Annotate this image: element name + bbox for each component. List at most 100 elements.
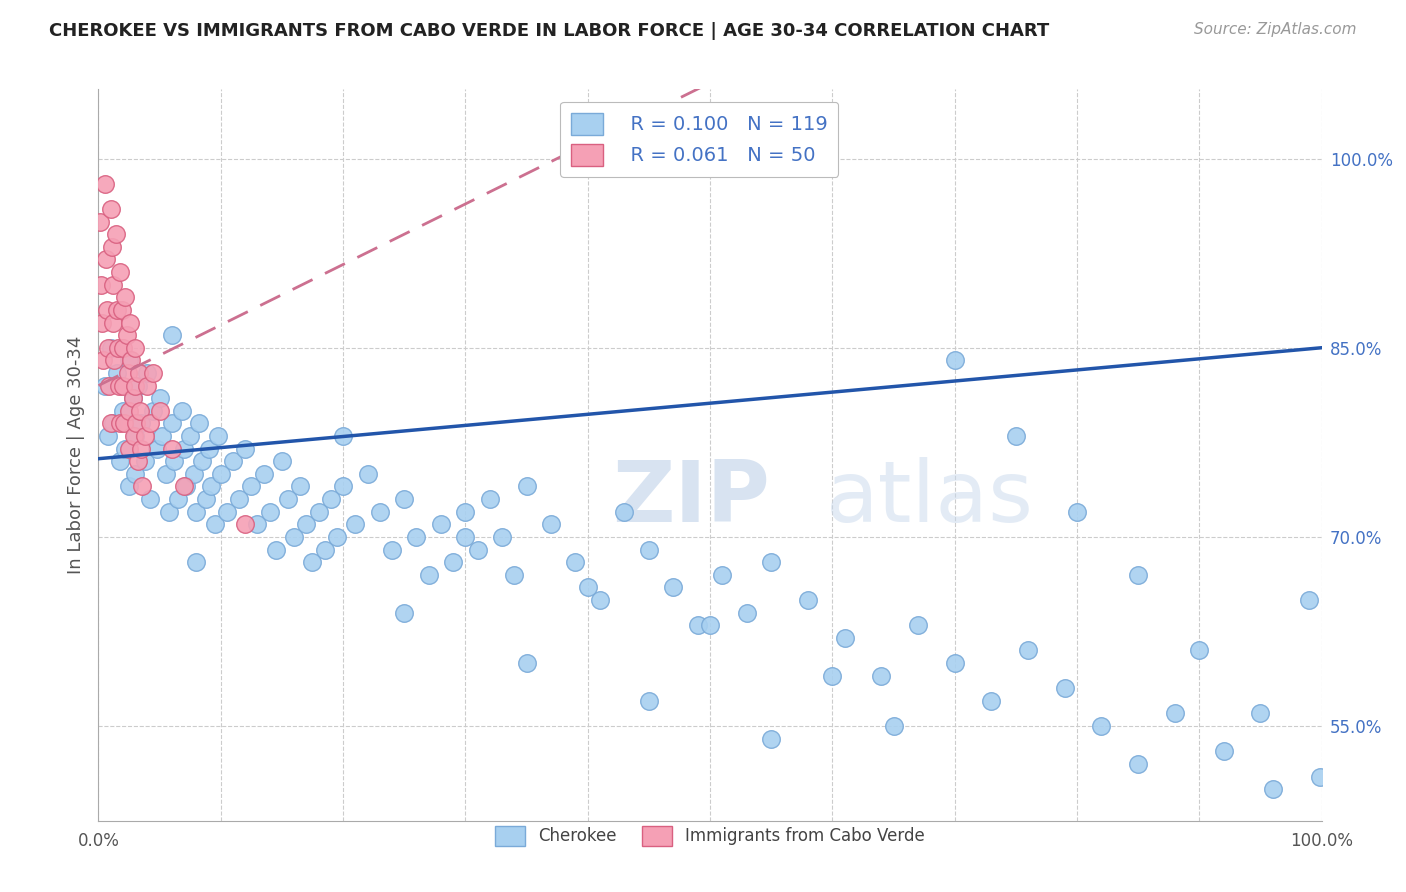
Point <box>117 366 139 380</box>
Point <box>515 656 537 670</box>
Point <box>160 442 183 456</box>
Point <box>173 479 195 493</box>
Point <box>146 442 169 456</box>
Point <box>191 454 214 468</box>
Point <box>228 491 250 506</box>
Point <box>308 505 330 519</box>
Point <box>252 467 274 481</box>
Point <box>111 341 134 355</box>
Point <box>101 417 124 431</box>
Point <box>576 580 599 594</box>
Point <box>121 391 143 405</box>
Point <box>478 491 501 506</box>
Point <box>332 429 354 443</box>
Point <box>103 353 125 368</box>
Point <box>264 542 287 557</box>
Point <box>100 341 122 355</box>
Point <box>270 454 294 468</box>
Point <box>1261 782 1284 797</box>
Point <box>564 555 586 569</box>
Point <box>120 353 142 368</box>
Point <box>1017 643 1039 657</box>
Point <box>1212 744 1234 758</box>
Point <box>121 391 143 405</box>
Point <box>160 417 183 431</box>
Point <box>128 366 150 380</box>
Point <box>139 491 162 506</box>
Text: atlas: atlas <box>827 458 1035 541</box>
Point <box>134 454 156 468</box>
Point <box>101 316 124 330</box>
Point <box>1298 593 1320 607</box>
Point <box>1188 643 1211 657</box>
Point <box>179 429 201 443</box>
Point <box>1066 505 1088 519</box>
Point <box>118 442 141 456</box>
Point <box>131 479 153 493</box>
Point <box>118 353 141 368</box>
Point <box>186 555 208 569</box>
Point <box>735 606 758 620</box>
Point <box>332 479 354 493</box>
Point <box>91 316 114 330</box>
Point <box>1053 681 1076 696</box>
Point <box>112 417 135 431</box>
Point <box>149 391 172 405</box>
Point <box>662 580 685 594</box>
Point <box>467 542 489 557</box>
Point <box>1128 567 1150 582</box>
Point <box>134 429 156 443</box>
Point <box>110 265 132 279</box>
Point <box>122 429 145 443</box>
Point <box>118 479 141 493</box>
Point <box>89 214 111 228</box>
Point <box>118 404 141 418</box>
Point <box>170 404 193 418</box>
Point <box>163 454 186 468</box>
Point <box>149 404 172 418</box>
Point <box>187 417 209 431</box>
Point <box>104 227 127 242</box>
Point <box>125 417 148 431</box>
Point <box>94 252 117 267</box>
Point <box>111 404 134 418</box>
Point <box>97 341 120 355</box>
Point <box>540 517 562 532</box>
Point <box>356 467 378 481</box>
Point <box>430 517 453 532</box>
Point <box>233 517 256 532</box>
Point <box>870 668 893 682</box>
Point <box>797 593 820 607</box>
Point <box>613 505 636 519</box>
Point <box>108 378 131 392</box>
Point <box>314 542 336 557</box>
Point <box>515 479 537 493</box>
Point <box>240 479 263 493</box>
Point <box>114 442 136 456</box>
Point <box>120 316 142 330</box>
Point <box>405 530 427 544</box>
Point <box>136 378 159 392</box>
Point <box>980 694 1002 708</box>
Point <box>129 442 152 456</box>
Text: ZIP: ZIP <box>612 458 770 541</box>
Point <box>295 517 318 532</box>
Point <box>114 290 136 304</box>
Point <box>98 378 121 392</box>
Point <box>96 302 118 317</box>
Point <box>110 454 132 468</box>
Point <box>101 277 124 292</box>
Point <box>167 491 190 506</box>
Point <box>821 668 844 682</box>
Point <box>686 618 709 632</box>
Point <box>344 517 367 532</box>
Point <box>97 429 120 443</box>
Point <box>834 631 856 645</box>
Point <box>105 366 128 380</box>
Point <box>761 555 783 569</box>
Point <box>637 542 661 557</box>
Point <box>197 442 219 456</box>
Point <box>1090 719 1112 733</box>
Point <box>129 417 152 431</box>
Legend: Cherokee, Immigrants from Cabo Verde: Cherokee, Immigrants from Cabo Verde <box>488 819 932 853</box>
